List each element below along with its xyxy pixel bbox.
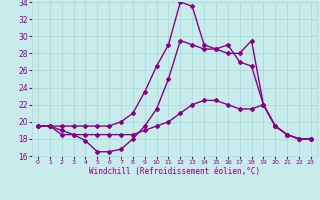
X-axis label: Windchill (Refroidissement éolien,°C): Windchill (Refroidissement éolien,°C) — [89, 167, 260, 176]
